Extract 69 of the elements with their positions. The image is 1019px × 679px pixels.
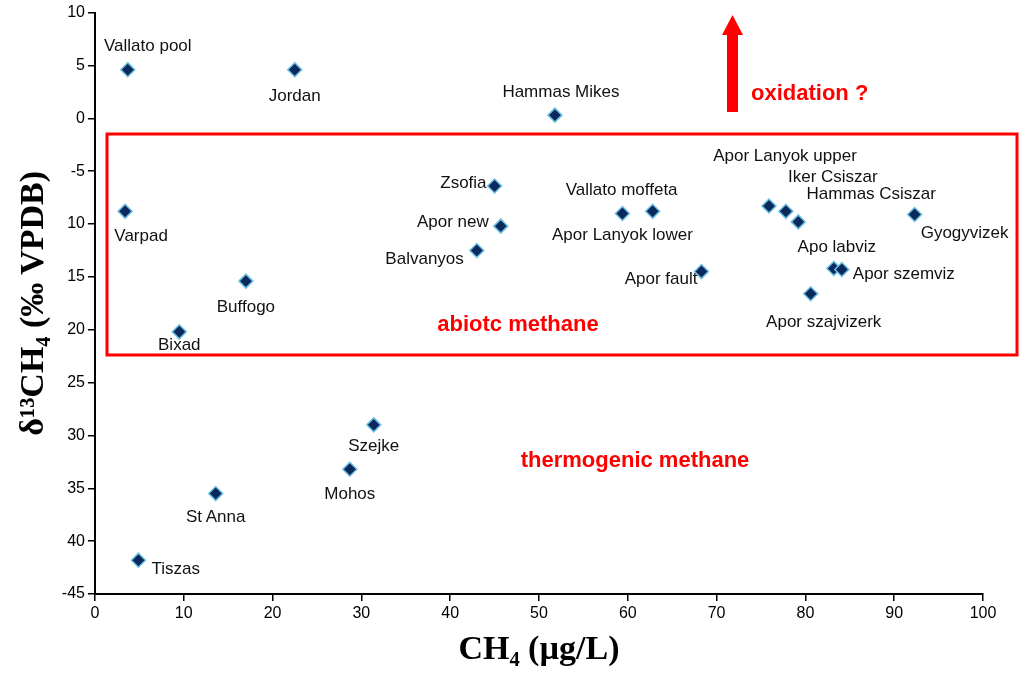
y-tick-label: 10 bbox=[67, 214, 86, 232]
x-tick-label: 80 bbox=[796, 604, 815, 622]
y-tick-label: 35 bbox=[67, 478, 86, 496]
annotation: Bixad bbox=[158, 334, 201, 354]
annotation: thermogenic methane bbox=[520, 447, 750, 473]
point bbox=[614, 205, 631, 222]
point bbox=[366, 417, 382, 433]
annotation: Szejke bbox=[348, 435, 400, 455]
point bbox=[644, 203, 661, 220]
annotation: Apor fault bbox=[624, 269, 698, 289]
point bbox=[120, 61, 136, 78]
y-tick-label: -45 bbox=[61, 584, 86, 602]
point bbox=[207, 485, 224, 502]
annotation: Buffogo bbox=[216, 296, 276, 316]
y-tick-label: 25 bbox=[67, 372, 86, 390]
x-tick-label: 30 bbox=[352, 604, 371, 622]
point bbox=[342, 461, 358, 478]
y-tick-label: 15 bbox=[67, 267, 86, 285]
annotation: Jordan bbox=[268, 86, 321, 106]
x-tick-label: 60 bbox=[618, 604, 637, 622]
x-tick-label: 50 bbox=[530, 604, 548, 622]
annotation: Mohos bbox=[324, 483, 376, 503]
annotation: Varpad bbox=[114, 226, 168, 246]
annotation: Apor new bbox=[416, 211, 490, 231]
x-tick-label: 90 bbox=[885, 604, 904, 622]
y-tick-label: 5 bbox=[76, 55, 86, 73]
annotation: Apor szajvizerk bbox=[766, 312, 882, 332]
point bbox=[834, 261, 850, 278]
y-tick-label: 30 bbox=[67, 425, 86, 443]
y-tick-label: -5 bbox=[70, 161, 86, 179]
annotation: Vallato moffeta bbox=[565, 180, 679, 200]
point bbox=[286, 61, 303, 78]
x-axis-title: CH₄ (µg/L) bbox=[458, 629, 620, 668]
annotation: abiotc methane bbox=[437, 311, 599, 337]
point bbox=[486, 178, 503, 194]
x-tick-label: 40 bbox=[441, 604, 460, 622]
point bbox=[130, 552, 147, 568]
annotation: Tiszas bbox=[151, 558, 200, 578]
point bbox=[790, 214, 807, 230]
x-tick-label: 10 bbox=[174, 604, 193, 622]
annotation: Apor Lanyok lower bbox=[552, 225, 694, 245]
annotation: Zsofia bbox=[440, 172, 488, 192]
point bbox=[469, 242, 485, 259]
annotation: Apor szemviz bbox=[852, 264, 955, 284]
annotation: Vallato pool bbox=[103, 36, 192, 56]
point bbox=[802, 286, 819, 302]
y-tick-label: 0 bbox=[76, 108, 86, 126]
point bbox=[778, 203, 794, 220]
annotation: oxidation ? bbox=[751, 80, 869, 106]
annotation: Gyogyvizek bbox=[920, 223, 1010, 243]
y-tick-label: 20 bbox=[67, 320, 86, 338]
x-tick-label: 70 bbox=[707, 604, 726, 622]
x-tick-label: 100 bbox=[969, 604, 997, 622]
annotation: St Anna bbox=[185, 507, 247, 527]
y-tick-label: 10 bbox=[67, 3, 86, 21]
annotation: Balvanyos bbox=[385, 249, 464, 269]
y-tick-label: 40 bbox=[67, 531, 86, 549]
point bbox=[761, 198, 777, 214]
x-tick-label: 0 bbox=[90, 604, 100, 622]
x-tick-label: 20 bbox=[263, 604, 282, 622]
point bbox=[238, 273, 254, 289]
annotation: Apor Lanyok upper bbox=[713, 145, 858, 165]
point bbox=[117, 203, 133, 220]
point bbox=[547, 107, 563, 123]
annotation: Apo labviz bbox=[797, 237, 877, 257]
point bbox=[493, 218, 509, 234]
point bbox=[906, 206, 923, 223]
annotation: Hammas Mikes bbox=[502, 81, 620, 101]
y-axis-title: δ¹³CH₄ (‰ VPDB) bbox=[13, 170, 52, 436]
